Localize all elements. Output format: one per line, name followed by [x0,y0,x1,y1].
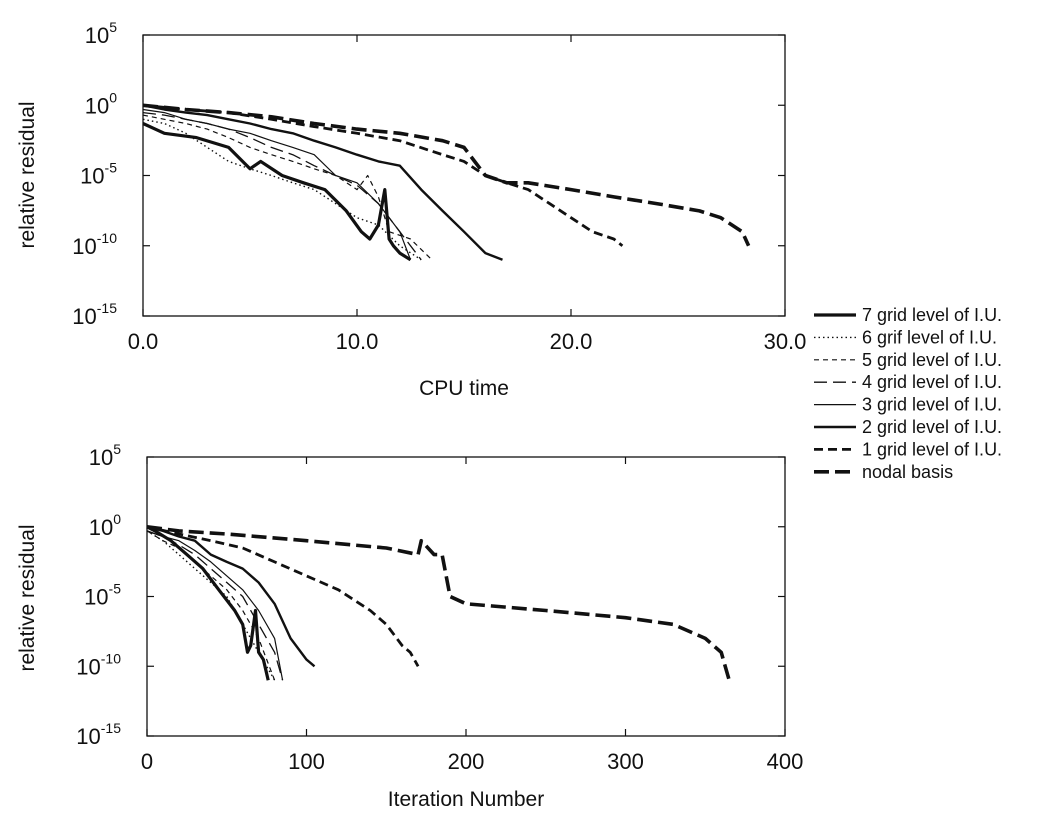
y-tick-label: 10-15 [76,720,121,749]
y-tick-label: 105 [85,19,117,48]
y-tick-label: 10-10 [72,230,117,259]
legend-label: 4 grid level of I.U. [862,372,1002,392]
plot-frame [142,34,786,317]
series-line [142,122,412,262]
legend-label: 6 grif level of I.U. [862,327,997,347]
x-tick-label: 30.0 [764,329,807,354]
x-tick-label: 10.0 [336,329,379,354]
series-line [146,525,270,681]
legend-label: 2 grid level of I.U. [862,417,1002,437]
series-line [146,530,284,681]
series-line [146,525,316,668]
iteration-plot: 0 100 200 300 400 105 100 10-5 10-10 10-15 Iterati… [16,441,803,811]
x-tick-label: 300 [607,749,644,774]
legend: 7 grid level of I.U.6 grif level of I.U.… [814,305,1002,482]
x-tick-label: 100 [288,749,325,774]
x-tick-label: 400 [767,749,804,774]
series-line [146,525,731,681]
y-tick-label: 10-5 [84,581,121,610]
series-line [142,103,624,247]
y-tick-label: 100 [89,511,121,540]
series-line [146,530,276,681]
series-line [146,530,284,681]
y-tick-label: 105 [89,441,121,470]
x-tick-label: 20.0 [550,329,593,354]
y-axis-title: relative residual [16,101,39,248]
legend-label: nodal basis [862,462,953,482]
series-line [146,530,276,681]
legend-label: 3 grid level of I.U. [862,395,1002,415]
x-tick-label: 200 [448,749,485,774]
x-tick-label: 0 [141,749,153,774]
series-line [142,104,503,261]
y-axis-title: relative residual [16,524,39,671]
series-line [142,108,412,261]
x-axis-title: Iteration Number [388,788,544,811]
series-line [142,118,422,261]
y-tick-label: 100 [85,89,117,118]
series-line [142,103,751,247]
legend-label: 1 grid level of I.U. [862,439,1002,459]
x-axis-title: CPU time [419,377,509,400]
legend-label: 7 grid level of I.U. [862,305,1002,325]
x-tick-label: 0.0 [128,329,159,354]
y-tick-label: 10-10 [76,650,121,679]
series-line [146,525,420,667]
legend-label: 5 grid level of I.U. [862,350,1002,370]
series-line [142,114,433,261]
cpu-time-plot: 0.0 10.0 20.0 30.0 105 100 10-5 10-10 10-15 CPU t… [16,19,806,400]
y-tick-label: 10-15 [72,300,117,329]
y-tick-label: 10-5 [80,160,117,189]
